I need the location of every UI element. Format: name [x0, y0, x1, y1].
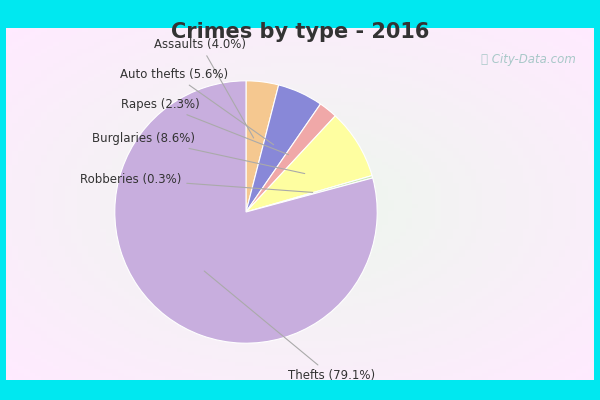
Text: Burglaries (8.6%): Burglaries (8.6%) — [92, 132, 305, 174]
Text: ⓘ City-Data.com: ⓘ City-Data.com — [481, 53, 577, 66]
Text: Robberies (0.3%): Robberies (0.3%) — [80, 173, 313, 192]
Text: Auto thefts (5.6%): Auto thefts (5.6%) — [120, 68, 274, 145]
Wedge shape — [246, 104, 335, 212]
Text: Crimes by type - 2016: Crimes by type - 2016 — [171, 22, 429, 42]
Wedge shape — [246, 116, 372, 212]
Text: Rapes (2.3%): Rapes (2.3%) — [121, 98, 289, 155]
Text: Assaults (4.0%): Assaults (4.0%) — [154, 38, 254, 138]
Wedge shape — [115, 81, 377, 343]
Text: Thefts (79.1%): Thefts (79.1%) — [204, 271, 375, 382]
Wedge shape — [246, 81, 278, 212]
Wedge shape — [246, 176, 373, 212]
Wedge shape — [246, 85, 320, 212]
